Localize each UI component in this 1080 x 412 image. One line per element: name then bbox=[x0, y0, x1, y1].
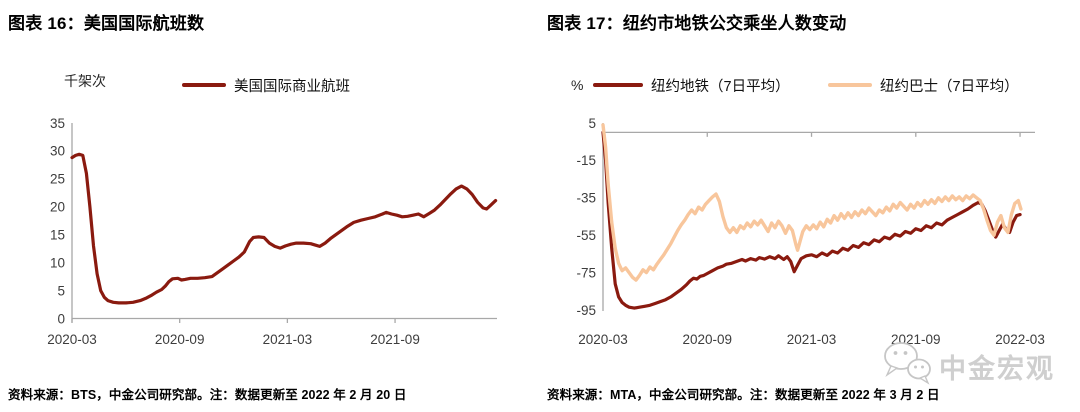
x-axis-tick-label: 2022-03 bbox=[995, 332, 1045, 347]
chart-title-transit: 图表 17：纽约市地铁公交乘坐人数变动 bbox=[547, 14, 847, 33]
x-axis-tick-label: 2020-09 bbox=[682, 332, 732, 347]
legend-item-us-intl-flights: 美国国际商业航班 bbox=[182, 77, 350, 95]
x-axis-tick-label: 2020-09 bbox=[155, 332, 205, 347]
source-note-transit: 资料来源：MTA，中金公司研究部。注：数据更新至 2022 年 3 月 2 日 bbox=[547, 388, 940, 402]
x-axis-tick-label: 2021-03 bbox=[787, 332, 837, 347]
x-axis-tick-label: 2021-09 bbox=[370, 332, 420, 347]
y-axis-tick-label: -95 bbox=[576, 303, 596, 318]
ny-subway-7d-avg-line bbox=[601, 130, 1022, 310]
y-axis-tick-label: -75 bbox=[576, 265, 596, 280]
us-intl-commercial-flights-line bbox=[70, 152, 498, 305]
chart-title-flights: 图表 16：美国国际航班数 bbox=[8, 14, 205, 33]
legend-label: 纽约巴士（7日平均） bbox=[880, 78, 1019, 95]
y-axis-tick-label: -15 bbox=[576, 153, 596, 168]
y-axis-tick-label: 20 bbox=[50, 200, 65, 215]
legend-label: 纽约地铁（7日平均） bbox=[651, 78, 790, 95]
y-axis-tick-label: 30 bbox=[50, 144, 65, 159]
ny-bus-7d-avg-line bbox=[601, 123, 1023, 282]
x-axis-tick-label: 2021-03 bbox=[263, 332, 313, 347]
legend-item-ny-subway: 纽约地铁（7日平均） bbox=[593, 77, 790, 95]
y-axis-tick-label: 15 bbox=[50, 228, 65, 243]
y-axis-tick-label: 35 bbox=[50, 116, 65, 131]
legend-item-ny-bus: 纽约巴士（7日平均） bbox=[828, 77, 1019, 95]
source-note-flights: 资料来源：BTS，中金公司研究部。注：数据更新至 2022 年 2 月 20 日 bbox=[8, 388, 407, 402]
x-axis-tick-label: 2020-03 bbox=[578, 332, 628, 347]
line-chart-us-intl-flights: 2020-03 2020-09 2021-03 2021-09 0 5 10 15 20 25 30… bbox=[47, 116, 498, 347]
y-axis-tick-label: 0 bbox=[57, 311, 65, 326]
y-axis-tick-label: 10 bbox=[50, 255, 65, 270]
y-axis-unit-label-transit: % bbox=[571, 77, 584, 93]
x-axis-tick-label: 2021-09 bbox=[891, 332, 941, 347]
y-axis-tick-label: 25 bbox=[50, 172, 65, 187]
y-axis-unit-label-flights: 千架次 bbox=[64, 73, 106, 89]
legend-swatch-dark-red bbox=[593, 83, 643, 87]
legend-swatch-peach bbox=[828, 83, 872, 87]
y-axis-tick-label: 5 bbox=[57, 283, 65, 298]
x-axis-tick-label: 2020-03 bbox=[47, 332, 97, 347]
line-chart-ny-transit: 2020-03 2020-09 2021-03 2021-09 2022-03 5 -15 -… bbox=[576, 116, 1045, 347]
y-axis-tick-label: -55 bbox=[576, 228, 596, 243]
legend-label: 美国国际商业航班 bbox=[234, 78, 350, 95]
y-axis-tick-label: -35 bbox=[576, 191, 596, 206]
legend-swatch-dark-red bbox=[182, 83, 226, 87]
y-axis-tick-label: 5 bbox=[588, 116, 596, 131]
